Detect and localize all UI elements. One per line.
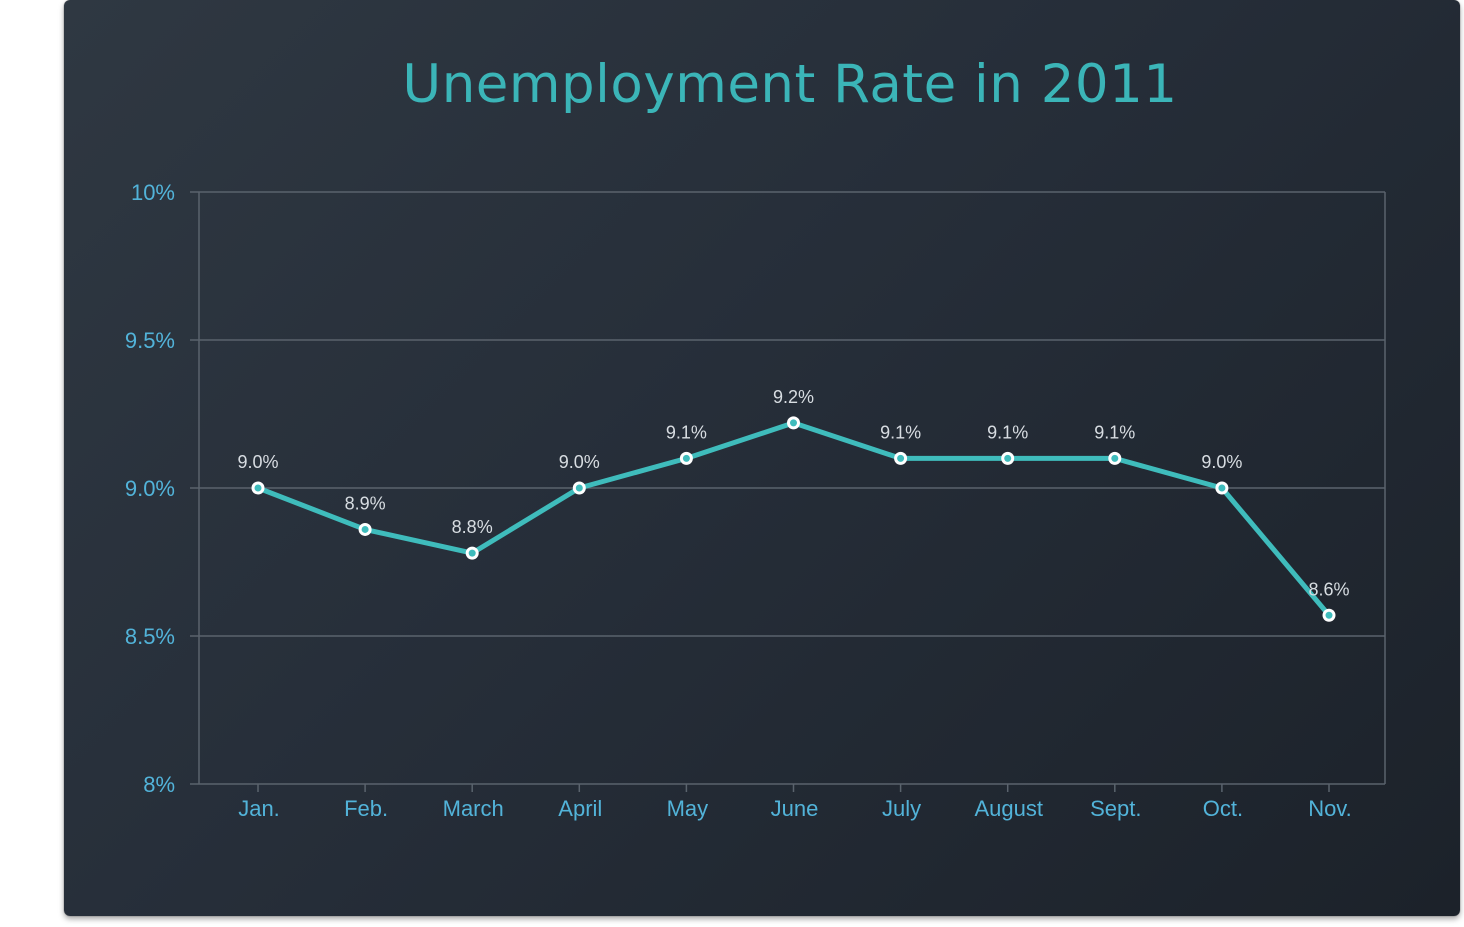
data-point-center — [897, 454, 905, 462]
data-label: 9.0% — [559, 452, 600, 472]
x-tick-label: August — [974, 796, 1043, 821]
data-point-center — [361, 525, 369, 533]
data-label: 8.6% — [1308, 579, 1349, 599]
data-point-center — [575, 484, 583, 492]
data-label: 9.1% — [987, 422, 1028, 442]
x-tick-label: March — [443, 796, 504, 821]
y-tick-label: 9.0% — [125, 476, 175, 501]
y-tick-label: 8.5% — [125, 624, 175, 649]
x-tick-label: Oct. — [1203, 796, 1243, 821]
data-point-center — [682, 454, 690, 462]
data-label: 9.0% — [1201, 452, 1242, 472]
data-point-center — [468, 549, 476, 557]
x-tick-label: Sept. — [1090, 796, 1141, 821]
data-point-center — [254, 484, 262, 492]
data-label: 9.2% — [773, 387, 814, 407]
x-tick-label: July — [882, 796, 921, 821]
series-line-layer — [255, 420, 1332, 618]
data-label: 9.0% — [237, 452, 278, 472]
data-point-center — [1111, 454, 1119, 462]
data-point-center — [1004, 454, 1012, 462]
data-point-center — [1325, 611, 1333, 619]
data-point-center — [1218, 484, 1226, 492]
y-tick-label: 10% — [131, 180, 175, 205]
chart-title: Unemployment Rate in 2011 — [402, 54, 1178, 115]
x-tick-label: June — [771, 796, 819, 821]
x-tick-label: Jan. — [238, 796, 280, 821]
x-tick-label: April — [558, 796, 602, 821]
data-point-center — [790, 419, 797, 427]
data-label: 8.9% — [345, 493, 386, 513]
data-label: 9.1% — [666, 422, 707, 442]
y-tick-label: 9.5% — [125, 328, 175, 353]
data-label: 8.8% — [452, 517, 493, 537]
grid-layer — [190, 191, 1386, 792]
x-tick-label: Feb. — [344, 796, 388, 821]
x-tick-label: May — [667, 796, 709, 821]
chart-card — [64, 0, 1460, 916]
y-axis-ticks: 10% 9.5% 9.0% 8.5% 8% — [125, 180, 175, 797]
x-tick-label: Nov. — [1308, 796, 1352, 821]
series-line — [255, 420, 1332, 618]
data-label: 9.1% — [880, 422, 921, 442]
data-labels: 9.0% 8.9% 8.8% 9.0% 9.1% 9.2% 9.1% 9.1% 9.1% 9.0%… — [237, 387, 1349, 599]
x-axis-ticks: Jan. Feb. March April May June July August Sept.… — [238, 796, 1352, 821]
data-points — [251, 416, 1336, 622]
y-tick-label: 8% — [143, 772, 175, 797]
data-label: 9.1% — [1094, 422, 1135, 442]
